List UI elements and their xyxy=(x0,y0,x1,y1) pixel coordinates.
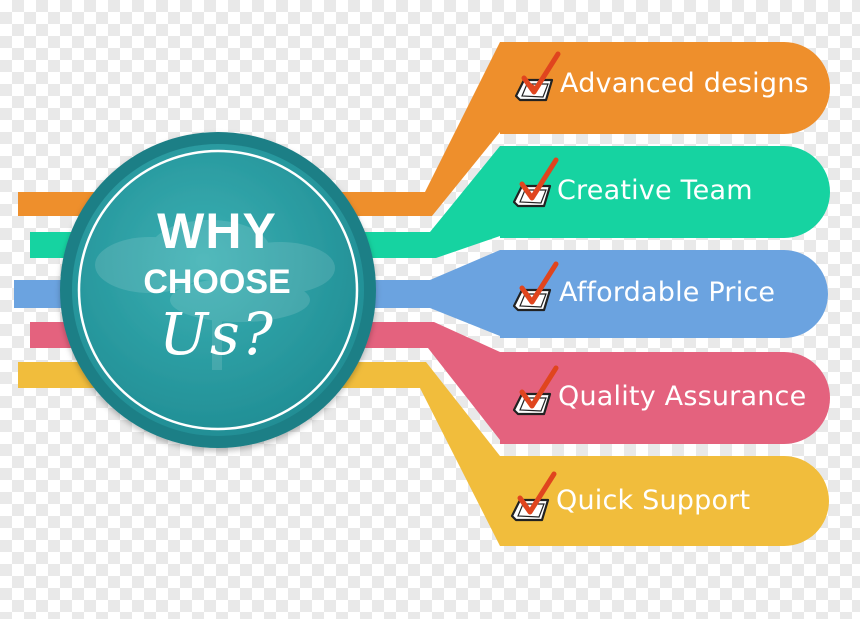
circle-title-us: Us? xyxy=(159,300,275,368)
tab-quality-assurance xyxy=(500,352,830,444)
why-choose-us-circle xyxy=(60,132,376,448)
checkbox-check-icon xyxy=(510,471,557,522)
tab-advanced-designs xyxy=(500,42,830,134)
circle-title-why: WHY xyxy=(157,203,277,259)
item-label-quick-support: Quick Support xyxy=(556,485,751,516)
checkbox-check-icon xyxy=(514,51,561,102)
item-label-advanced-designs: Advanced designs xyxy=(560,68,809,99)
connector-orange xyxy=(18,42,520,216)
tab-creative-team xyxy=(500,146,830,238)
item-label-quality-assurance: Quality Assurance xyxy=(558,381,807,412)
checkbox-check-icon xyxy=(512,157,559,208)
connector-yellow xyxy=(18,362,520,546)
item-label-affordable-price: Affordable Price xyxy=(559,277,776,308)
item-label-creative-team: Creative Team xyxy=(557,175,753,206)
tab-quick-support xyxy=(500,456,829,546)
tree-watermark xyxy=(95,220,335,370)
checkbox-check-icon xyxy=(512,365,559,416)
circle-title-choose: CHOOSE xyxy=(143,263,291,301)
tab-affordable-price xyxy=(500,250,828,338)
checkbox-check-icon xyxy=(512,261,559,312)
